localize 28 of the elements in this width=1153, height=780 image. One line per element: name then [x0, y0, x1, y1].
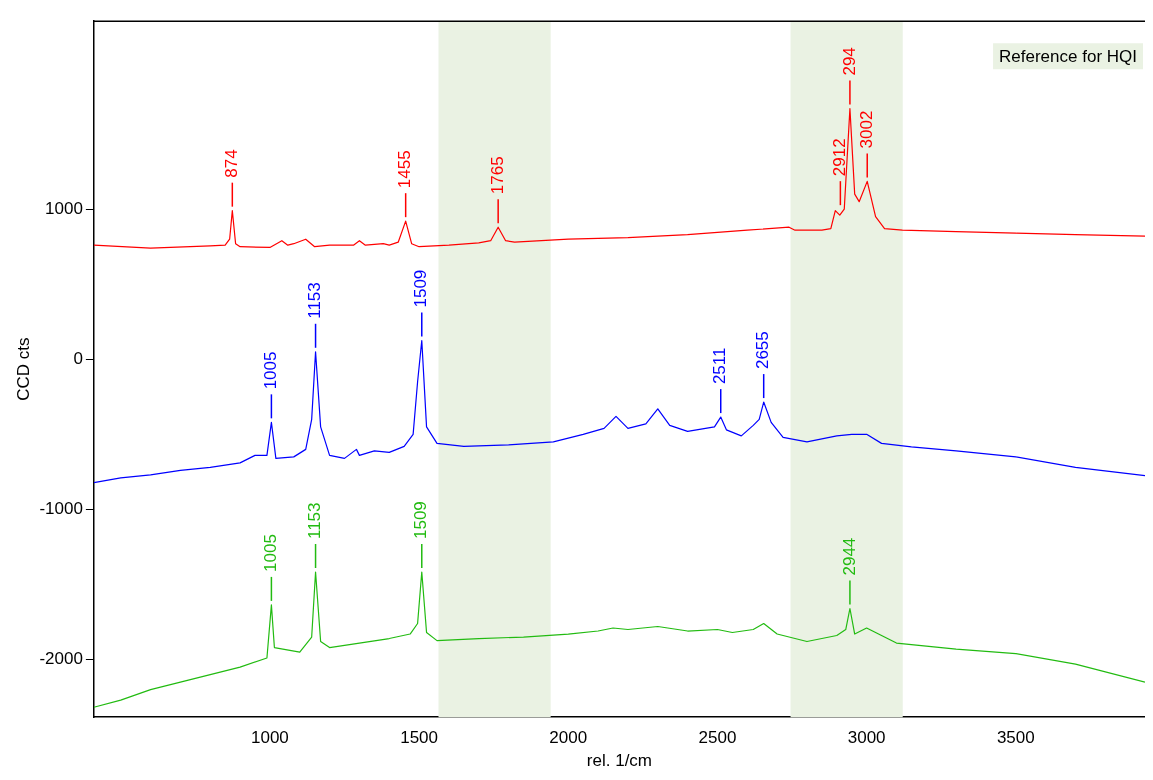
x-tick-label: 2000 [549, 728, 588, 748]
y-tick-label: -2000 [39, 649, 83, 669]
annotation: 294 [839, 47, 859, 76]
x-tick-label: 3500 [996, 728, 1035, 748]
x-axis-title: rel. 1/cm [586, 751, 653, 771]
x-tick-label: 1500 [400, 728, 439, 748]
annotation: 2912 [830, 138, 850, 177]
x-tick-label: 1000 [251, 728, 289, 748]
x-tick-label: 2500 [698, 728, 737, 748]
y-tick-label: 0 [73, 348, 83, 368]
y-axis-title: CCD cts [13, 337, 33, 401]
x-tick-label: 3000 [847, 728, 886, 748]
annotation: 2944 [839, 537, 859, 576]
annotation: 1765 [487, 156, 507, 195]
annotation: 1153 [305, 282, 325, 319]
annotation: 2511 [710, 347, 730, 385]
annotation: 1005 [261, 534, 281, 572]
annotation: 1509 [411, 501, 431, 540]
annotation: 1455 [395, 150, 415, 189]
annotation: 1005 [261, 351, 281, 390]
y-tick-label: 1000 [45, 198, 83, 218]
annotation: 3002 [856, 110, 876, 149]
annotation: 1509 [411, 269, 431, 308]
y-tick-label: -1000 [39, 499, 83, 519]
annotation: 874 [222, 149, 242, 178]
annotation: 2655 [753, 331, 773, 370]
annotation: Reference for HQI [999, 46, 1137, 66]
annotation: 1153 [305, 502, 325, 540]
